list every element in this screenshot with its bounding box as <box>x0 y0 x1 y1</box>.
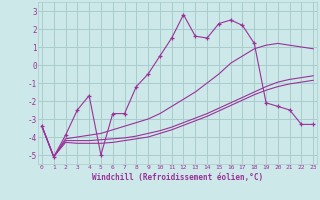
X-axis label: Windchill (Refroidissement éolien,°C): Windchill (Refroidissement éolien,°C) <box>92 173 263 182</box>
